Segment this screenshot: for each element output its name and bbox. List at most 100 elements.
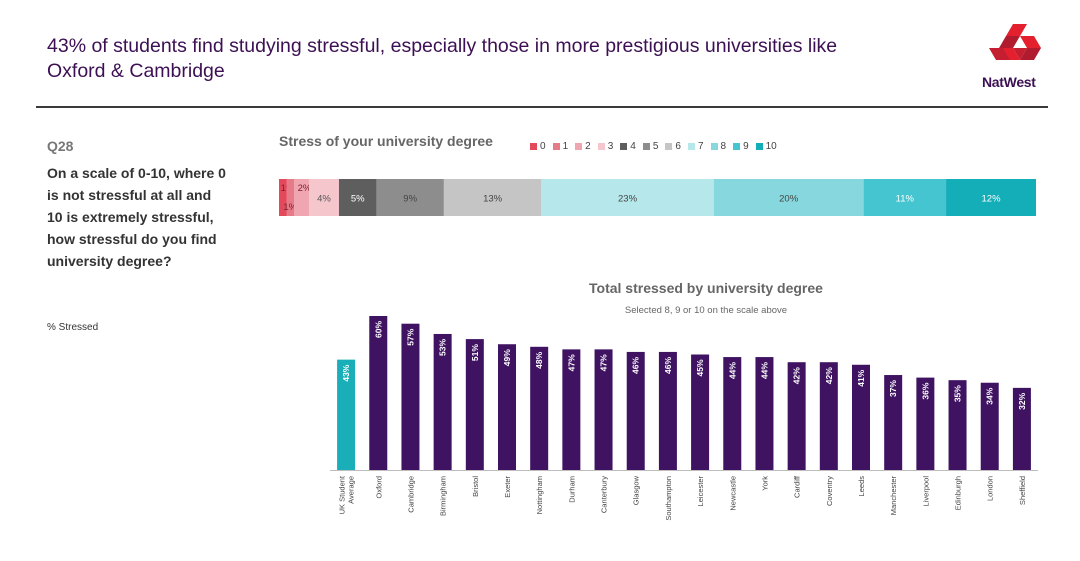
x-tick-label: York [760,476,769,491]
bar-bristol [465,339,484,470]
bar-value-label: 42% [824,367,834,384]
x-tick-label: Birmingham [439,476,448,516]
bar-uk-student-average [337,359,356,470]
stack-segment-7 [541,179,714,216]
legend-item-9: 9 [733,141,749,152]
x-tick-label: UK Student [338,475,347,514]
page-title: 43% of students find studying stressful,… [47,34,947,84]
stack-segment-label: 4% [317,194,331,205]
stacked-chart-title: Stress of your university degree [279,133,493,149]
stack-segment-label: 5% [351,194,365,205]
bar-value-label: 49% [502,349,512,366]
page-title-line-1: 43% of students find studying stressful,… [47,35,838,57]
bar-value-label: 46% [663,356,673,373]
bar-value-label: 45% [695,359,705,376]
legend-label: 8 [720,141,727,152]
legend-swatch [710,143,718,150]
stack-segment-9 [863,179,947,216]
bar-value-label: 48% [534,351,544,368]
legend-item-10: 10 [755,141,777,152]
stack-segment-2 [293,179,309,216]
legend-swatch [620,143,628,150]
question-text: On a scale of 0-10, where 0 is not stres… [47,165,226,269]
stack-segment-label: 20% [779,194,799,205]
x-tick-label: Glasgow [632,475,641,505]
stack-segment-label: 1% [283,202,297,213]
stack-segment-1 [286,179,294,216]
x-tick-label: Newcastle [728,476,737,511]
stacked-chart-legend: 0 1 2 3 4 5 6 7 8 9 10 [530,141,777,152]
x-tick-label: Cambridge [406,476,415,513]
bar-cambridge [401,323,420,470]
bar-exeter [498,344,516,470]
stack-segment-5 [376,179,444,216]
bar-value-label: 51% [470,344,480,361]
bar-newcastle [723,357,742,470]
header-divider [36,106,1048,108]
legend-label: 2 [585,141,591,152]
bar-canterbury [594,349,613,470]
bar-chart-title: Total stressed by university degree [589,280,823,296]
legend-swatch [755,143,763,150]
bar-value-label: 42% [792,367,802,384]
legend-item-2: 2 [575,141,591,152]
bar-sheffield [1012,387,1031,470]
legend-swatch [597,143,605,150]
legend-item-8: 8 [710,141,727,152]
x-tick-label: Edinburgh [954,476,963,510]
legend-label: 4 [630,141,636,152]
stack-segment-4 [338,179,377,216]
natwest-logo-icon [989,24,1041,60]
question-number: Q28 [47,138,74,154]
stack-segment-10 [946,179,1036,216]
bar-cardiff [787,362,806,470]
brand-name: NatWest [982,74,1036,90]
x-tick-label: Cardiff [793,475,802,498]
legend-item-5: 5 [642,141,659,152]
legend-item-0: 0 [530,141,546,152]
legend-label: 7 [697,141,704,152]
bar-value-label: 34% [985,387,995,404]
legend-label: 6 [675,141,681,152]
legend-label: 0 [540,141,546,152]
x-tick-label: Exeter [503,476,512,498]
bar-value-label: 36% [920,382,930,399]
x-tick-label: Canterbury [600,476,609,513]
bar-value-label: 44% [759,362,769,379]
bar-value-label: 44% [727,362,737,379]
x-tick-label: Durham [567,476,576,503]
legend-swatch [687,143,695,150]
x-tick-label: Manchester [889,476,898,516]
bar-value-label: 41% [856,369,866,386]
legend-item-7: 7 [687,141,704,152]
x-tick-label: Leeds [857,476,866,497]
bar-value-label: 46% [631,356,641,373]
bar-leeds [852,364,870,470]
legend-swatch [552,143,560,150]
bar-leicester [691,354,710,470]
x-tick-label: Oxford [374,476,383,499]
bar-glasgow [626,351,645,470]
x-tick-label: Sheffield [1018,476,1027,505]
bar-liverpool [916,377,935,470]
x-tick-label: Leicester [696,476,705,507]
x-tick-label: Liverpool [921,476,930,507]
bar-birmingham [433,333,452,470]
bar-value-label: 43% [341,364,351,381]
bar-durham [562,349,581,470]
legend-label: 5 [652,141,659,152]
x-tick-label: Coventry [825,476,834,506]
stack-segment-label: 12% [982,194,1002,205]
stack-segment-0 [279,179,287,216]
bar-value-label: 47% [566,354,576,371]
legend-label: 10 [765,141,777,152]
bar-coventry [819,362,838,470]
stack-segment-label: 2% [298,183,312,194]
legend-label: 1 [562,141,569,152]
stack-segment-3 [308,179,339,216]
bar-value-label: 32% [1017,392,1027,409]
measure-label: % Stressed [47,322,99,333]
stack-segment-label: 11% [896,194,915,205]
